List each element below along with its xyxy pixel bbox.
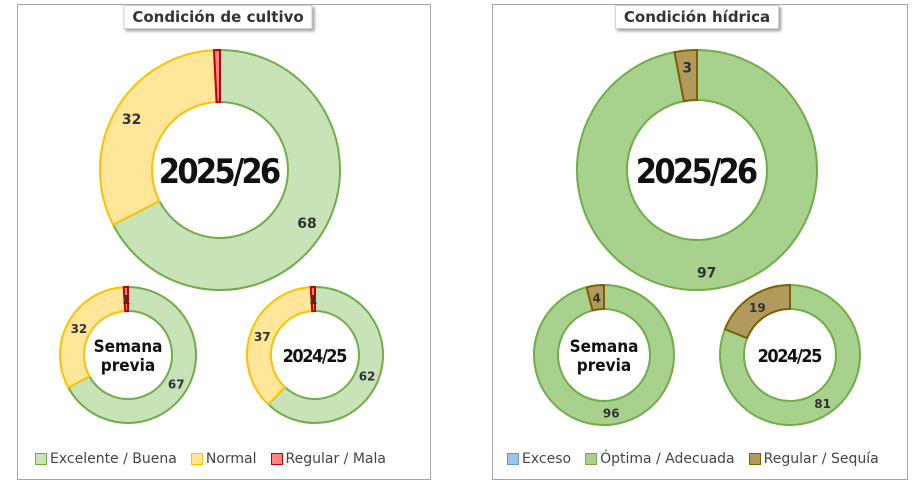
data-label: 1 <box>122 293 130 307</box>
water-legend: Exceso Óptima / Adecuada Regular / Sequí… <box>507 451 879 467</box>
data-label: 3 <box>682 60 692 76</box>
data-label: 1 <box>309 293 317 307</box>
donut-slice <box>122 285 129 313</box>
legend-label: Regular / Sequía <box>763 451 879 467</box>
legend-label: Regular / Mala <box>285 451 386 467</box>
data-label: 32 <box>71 322 88 336</box>
water-condition-title: Condición hídrica <box>614 5 780 29</box>
ring-center-label: Semana <box>570 337 639 357</box>
donut-slice <box>585 283 605 312</box>
ring-center-label: 2024/25 <box>283 346 348 367</box>
data-label: 37 <box>254 330 271 344</box>
legend-label: Exceso <box>522 451 572 467</box>
legend-label: Normal <box>205 451 257 467</box>
legend-label: Excelente / Buena <box>50 451 177 467</box>
ring-center-label: 2024/25 <box>758 346 823 367</box>
donut-slice <box>212 48 221 104</box>
legend-swatch-icon <box>585 453 598 465</box>
ring-center-label: 2025/26 <box>636 152 758 192</box>
donut-slice <box>673 48 698 103</box>
legend-item: Óptima / Adecuada <box>585 451 735 467</box>
legend-item: Regular / Sequía <box>748 451 879 467</box>
donut-slice <box>99 49 218 227</box>
data-label: 4 <box>593 291 601 305</box>
data-label: 68 <box>297 216 316 232</box>
legend-item: Regular / Mala <box>270 451 386 467</box>
donut-slice <box>111 48 341 291</box>
legend-item: Normal <box>190 451 257 467</box>
donut-slice <box>723 283 791 340</box>
donut-slice <box>719 283 861 426</box>
data-label: 96 <box>603 407 620 421</box>
crop-legend: Excelente / Buena Normal Regular / Mala <box>35 451 386 467</box>
data-label: 32 <box>122 112 141 128</box>
ring-center-label: Semana <box>94 337 163 357</box>
legend-swatch-icon <box>35 453 47 465</box>
data-label: 97 <box>697 266 716 282</box>
crop-condition-title: Condición de cultivo <box>123 5 313 29</box>
legend-swatch-icon <box>270 453 283 465</box>
donut-slice <box>67 285 197 424</box>
legend-item: Exceso <box>507 451 571 467</box>
donut-slice <box>576 48 818 291</box>
data-label: 67 <box>168 378 185 392</box>
data-label: 81 <box>814 397 831 411</box>
legend-swatch-icon <box>748 453 761 465</box>
data-label: 62 <box>359 370 376 384</box>
donut-slice <box>267 285 384 424</box>
donut-slice <box>309 285 316 313</box>
legend-item: Excelente / Buena <box>35 451 177 467</box>
ring-center-label: previa <box>101 356 155 376</box>
data-label: 19 <box>749 301 766 315</box>
legend-swatch-icon <box>507 453 519 465</box>
ring-center-label: previa <box>577 356 631 376</box>
legend-swatch-icon <box>190 453 203 465</box>
ring-center-label: 2025/26 <box>159 152 281 192</box>
donut-slice <box>246 286 314 406</box>
donut-slice <box>533 283 675 426</box>
legend-label: Óptima / Adecuada <box>600 451 735 467</box>
